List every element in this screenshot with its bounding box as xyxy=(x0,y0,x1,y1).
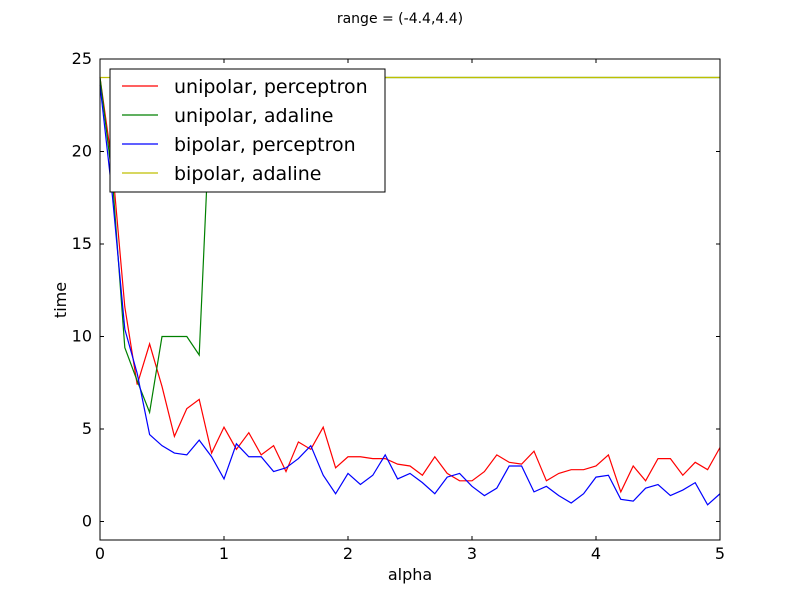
legend-label: unipolar, perceptron xyxy=(174,76,368,98)
y-axis-title: time xyxy=(51,282,70,318)
plot-frame xyxy=(99,58,721,541)
y-tick-label: 10 xyxy=(72,327,92,346)
x-tick-label: 5 xyxy=(715,544,725,563)
y-tick-label: 25 xyxy=(72,49,92,68)
x-tick-label: 2 xyxy=(343,544,353,563)
legend-label: unipolar, adaline xyxy=(174,105,334,127)
x-tick-label: 1 xyxy=(219,544,229,563)
y-tick-label: 20 xyxy=(72,142,92,161)
series-line-3 xyxy=(99,84,721,506)
ticks-layer: 0 1 2 3 4 5 0 5 10 15 20 25 xyxy=(72,49,725,563)
series-line-1 xyxy=(99,77,721,494)
y-tick-label: 0 xyxy=(82,512,92,531)
legend: unipolar, perceptron unipolar, adaline bip… xyxy=(109,68,386,193)
legend-box xyxy=(109,68,386,193)
x-tick-label: 4 xyxy=(591,544,601,563)
chart-title: range = (-4.4,4.4) xyxy=(337,11,463,27)
x-tick-label: 3 xyxy=(467,544,477,563)
x-tick-label: 0 xyxy=(95,544,105,563)
y-tick-label: 5 xyxy=(82,419,92,438)
y-tick-label: 15 xyxy=(72,234,92,253)
x-axis-title: alpha xyxy=(388,565,432,584)
legend-label: bipolar, perceptron xyxy=(174,134,356,156)
legend-label: bipolar, adaline xyxy=(174,163,321,185)
